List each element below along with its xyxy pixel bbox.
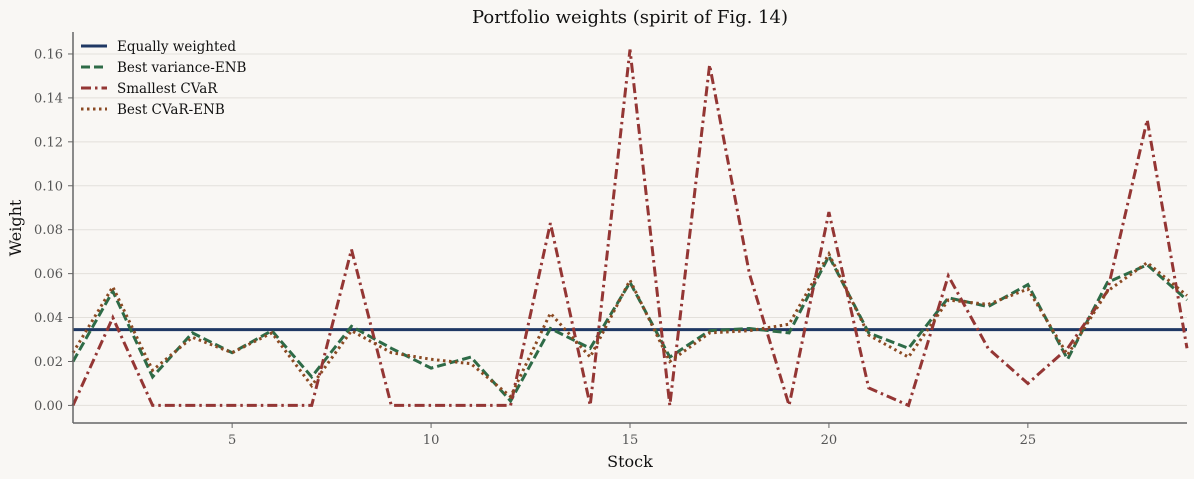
y-tick-label: 0.10 [34, 179, 63, 194]
legend-label: Best CVaR-ENB [117, 102, 225, 118]
x-ticks: 5 10 15 20 25 [228, 423, 1036, 448]
legend-label: Equally weighted [117, 39, 236, 55]
y-tick-label: 0.06 [34, 267, 63, 282]
x-tick-label: 20 [821, 433, 838, 448]
series-lines [71, 49, 1189, 408]
x-tick-label: 15 [622, 433, 639, 448]
legend: Equally weighted Best variance-ENB Smalles… [81, 39, 247, 118]
gridlines [73, 53, 1187, 406]
y-tick-label: 0.08 [34, 223, 63, 238]
legend-label: Smallest CVaR [117, 81, 218, 97]
y-ticks: 0.00 0.02 0.04 0.06 0.08 0.10 0.12 0.14 0.16 [34, 47, 73, 414]
x-tick-label: 5 [228, 433, 236, 448]
x-tick-label: 10 [423, 433, 440, 448]
chart-title: Portfolio weights (spirit of Fig. 14) [472, 7, 788, 28]
y-axis-label: Weight [6, 199, 25, 256]
y-tick-label: 0.12 [34, 135, 63, 150]
y-tick-label: 0.00 [34, 399, 63, 414]
series-line-best-cvar-enb [71, 250, 1188, 399]
legend-label: Best variance-ENB [117, 60, 247, 76]
series-line-smallest-cvar [71, 49, 1189, 408]
y-tick-label: 0.16 [34, 47, 63, 62]
x-axis-label: Stock [607, 452, 653, 471]
y-tick-label: 0.02 [34, 355, 63, 370]
x-tick-label: 25 [1020, 433, 1037, 448]
y-tick-label: 0.04 [34, 311, 63, 326]
y-tick-label: 0.14 [34, 91, 63, 106]
